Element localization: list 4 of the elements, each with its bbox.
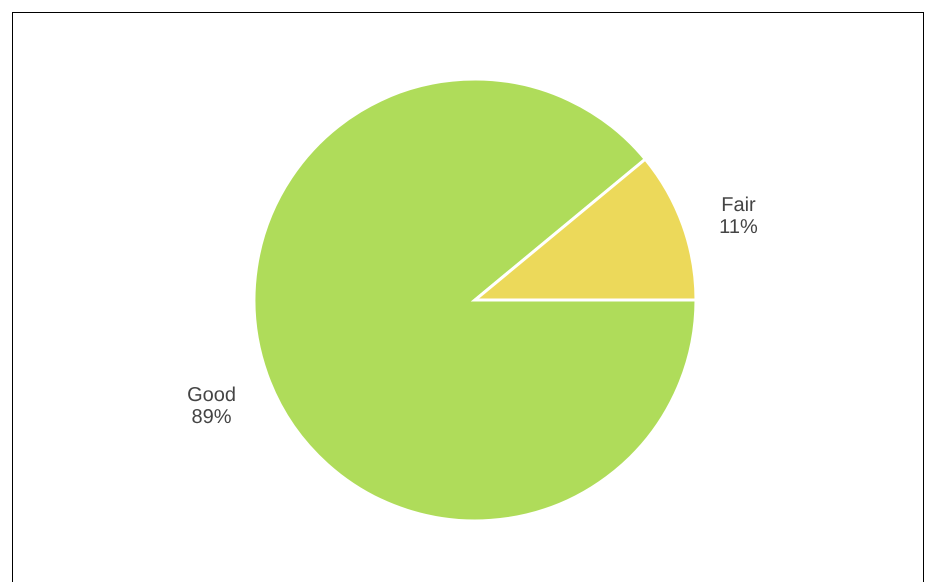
slice-label: Good [187,384,236,406]
data-label: 89% [192,406,232,428]
slice-label: Fair [721,194,756,216]
data-label: 11% [719,216,758,238]
